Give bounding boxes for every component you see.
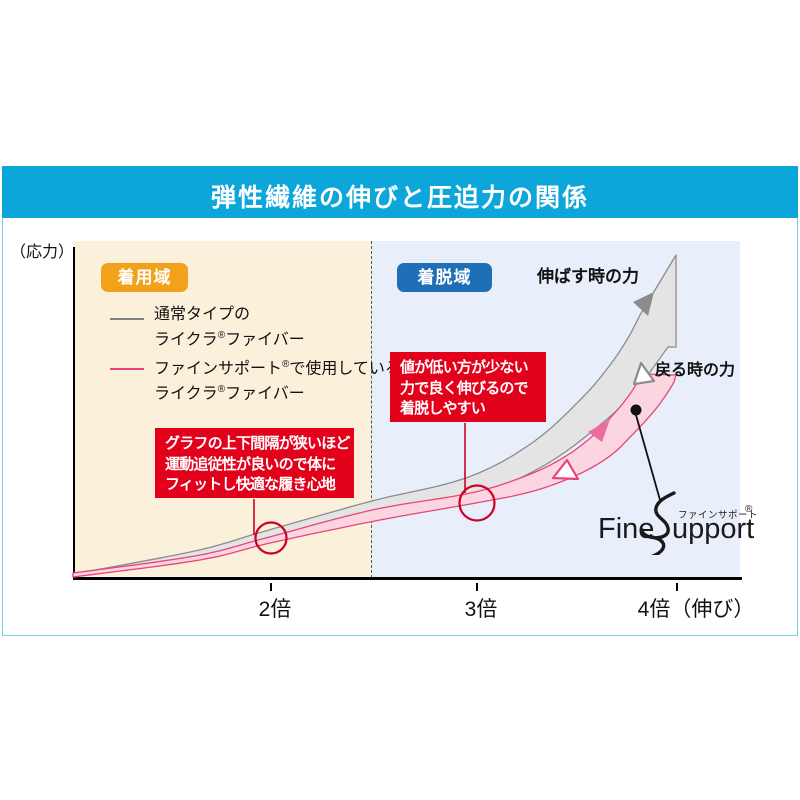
svg-text:ファインサポート: ファインサポート <box>678 510 758 521</box>
svg-text:Fine: Fine <box>598 513 654 545</box>
